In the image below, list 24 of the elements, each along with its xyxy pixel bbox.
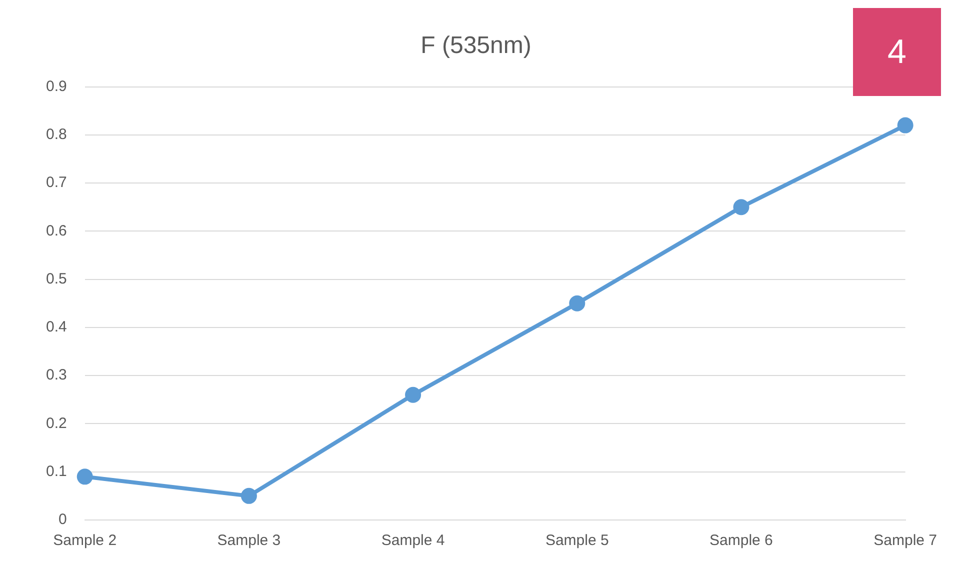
chart-title: F (535nm) bbox=[420, 32, 532, 60]
y-tick-label: 0.3 bbox=[46, 366, 67, 384]
point bbox=[733, 199, 750, 216]
x-tick-label: Sample 6 bbox=[710, 532, 773, 550]
y-tick-label: 0 bbox=[58, 511, 67, 528]
point bbox=[405, 386, 422, 403]
y-tick-label: 0.1 bbox=[46, 463, 67, 480]
point bbox=[76, 468, 93, 485]
point bbox=[897, 117, 914, 134]
x-tick-label: Sample 7 bbox=[874, 532, 938, 550]
x-tick-label: Sample 3 bbox=[217, 532, 281, 550]
point bbox=[569, 295, 586, 312]
y-tick-label: 0.6 bbox=[46, 222, 67, 240]
text: 4 bbox=[853, 8, 941, 96]
x-tick-label: Sample 4 bbox=[381, 532, 445, 550]
y-tick-label: 0.8 bbox=[46, 126, 67, 144]
y-tick-label: 0.7 bbox=[46, 174, 67, 192]
y-tick-label: 0.4 bbox=[46, 318, 67, 336]
y-tick-label: 0.5 bbox=[46, 270, 67, 288]
y-tick-label: 0.9 bbox=[46, 78, 67, 95]
x-tick-label: Sample 5 bbox=[545, 532, 609, 550]
x-tick-label: Sample 2 bbox=[53, 532, 117, 550]
point bbox=[240, 488, 257, 504]
y-tick-label: 0.2 bbox=[46, 414, 67, 432]
